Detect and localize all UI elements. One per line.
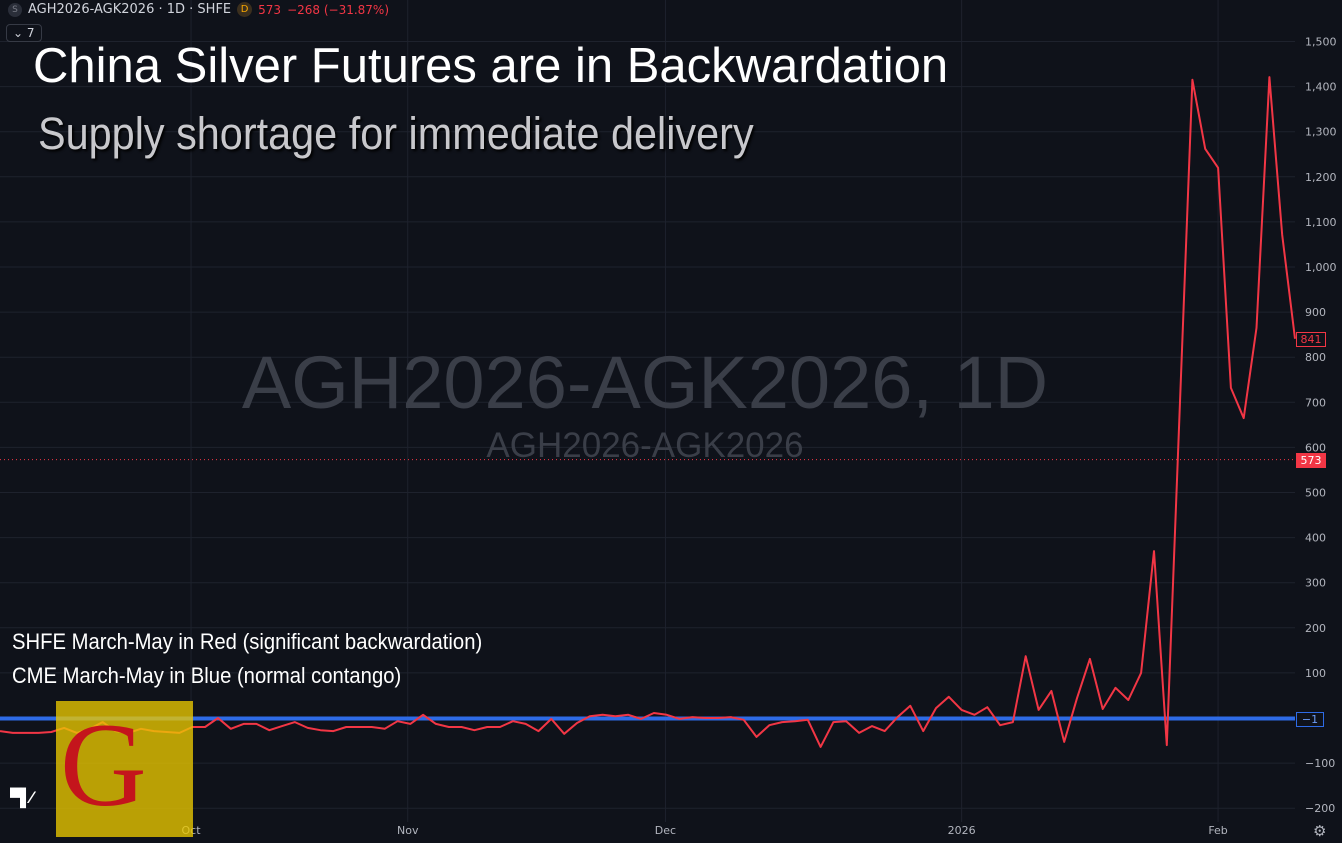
- collapse-indicators-button[interactable]: ⌄ 7: [6, 24, 42, 42]
- y-tick-label: 500: [1305, 487, 1326, 500]
- watermark-sub: AGH2026-AGK2026: [486, 426, 804, 465]
- last-price: 573: [258, 2, 282, 17]
- x-tick-label: Dec: [655, 824, 676, 837]
- y-tick-label: 700: [1305, 396, 1326, 409]
- y-tick-label: 1,300: [1305, 126, 1337, 139]
- y-tick-label: 1,500: [1305, 36, 1337, 49]
- tradingview-logo[interactable]: ▀▌⁄: [10, 788, 33, 807]
- symbol-icon: S: [8, 2, 22, 17]
- legend-header[interactable]: S AGH2026-AGK2026 · 1D · SHFE D 573 −268…: [8, 2, 389, 17]
- price-label-blue-last: −1: [1296, 712, 1324, 727]
- price-change: −268 (−31.87%): [287, 2, 390, 17]
- annotation-red-note: SHFE March-May in Red (significant backw…: [12, 629, 483, 654]
- y-tick-label: −100: [1305, 757, 1335, 770]
- grid: [0, 0, 1295, 822]
- y-tick-label: 300: [1305, 577, 1326, 590]
- settings-icon[interactable]: ⚙: [1313, 823, 1327, 840]
- y-tick-label: 1,400: [1305, 81, 1337, 94]
- annotation-blue-note: CME March-May in Blue (normal contango): [12, 663, 402, 688]
- symbol-title[interactable]: AGH2026-AGK2026 · 1D · SHFE: [28, 2, 232, 17]
- y-tick-label: 400: [1305, 532, 1326, 545]
- y-tick-label: 800: [1305, 351, 1326, 364]
- y-tick-label: 200: [1305, 622, 1326, 635]
- x-tick-label: 2026: [948, 824, 976, 837]
- y-tick-label: 1,000: [1305, 261, 1337, 274]
- watermark-main: AGH2026-AGK2026, 1D: [241, 341, 1049, 424]
- y-tick-label: −200: [1305, 802, 1335, 815]
- y-tick-label: 1,200: [1305, 171, 1337, 184]
- annotation-title: China Silver Futures are in Backwardatio…: [33, 39, 949, 93]
- x-tick-label: Nov: [397, 824, 419, 837]
- chevron-down-icon: ⌄: [13, 26, 24, 40]
- brand-logo: G: [56, 701, 193, 837]
- data-status-icon[interactable]: D: [237, 2, 253, 17]
- price-label-red-close: 573: [1296, 453, 1326, 468]
- series-shfe-line: [0, 76, 1296, 748]
- y-axis: −200 −100 100 200 300 400 500 600 700 800 900 1,000…: [1305, 36, 1337, 816]
- x-tick-label: Feb: [1208, 824, 1227, 837]
- annotation-subtitle: Supply shortage for immediate delivery: [38, 108, 754, 159]
- price-label-red-last: 841: [1296, 332, 1326, 347]
- y-tick-label: 1,100: [1305, 216, 1337, 229]
- y-tick-label: 100: [1305, 667, 1326, 680]
- x-axis: OctNovDec2026Feb: [182, 824, 1228, 837]
- indicator-count: 7: [26, 26, 35, 40]
- y-tick-label: 900: [1305, 306, 1326, 319]
- y-tick-label: 600: [1305, 441, 1326, 454]
